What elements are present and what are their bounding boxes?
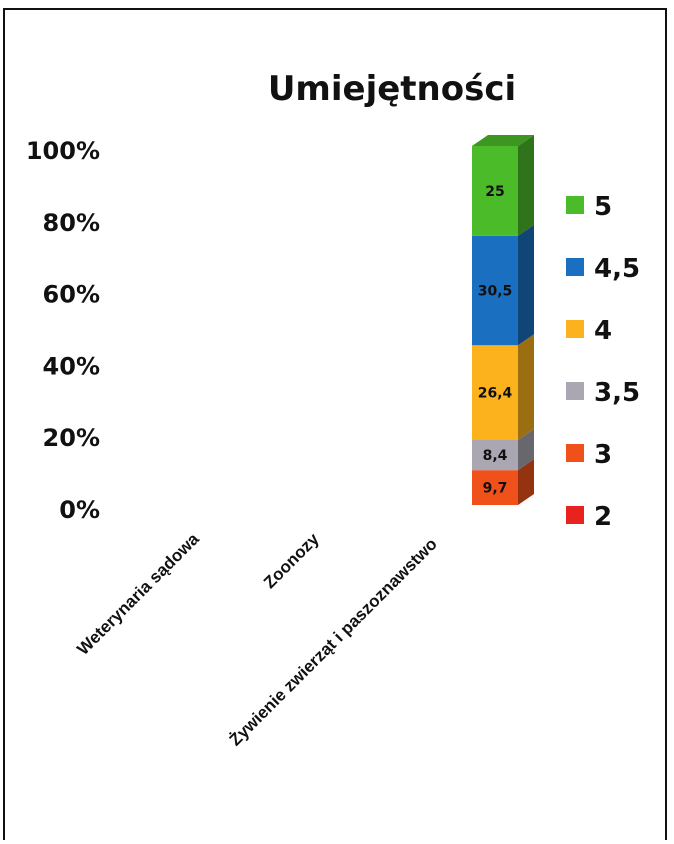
legend-label: 2 xyxy=(594,502,612,532)
data-label: 26,4 xyxy=(478,386,513,402)
data-label: 9,7 xyxy=(483,481,508,497)
data-label: 8,4 xyxy=(483,448,508,464)
y-tick-label: 0% xyxy=(59,496,100,524)
data-label: 25 xyxy=(485,184,504,200)
x-tick-label: Żywienie zwierząt i paszoznawstwo xyxy=(226,534,441,749)
bar-segment-3-5 xyxy=(472,440,518,471)
x-tick-label: Weterynaria sądowa xyxy=(73,529,203,659)
y-tick-label: 60% xyxy=(43,281,100,309)
y-tick-label: 20% xyxy=(43,424,100,452)
y-tick-label: 40% xyxy=(43,352,100,380)
legend-label: 5 xyxy=(594,192,612,222)
bar-segment-side-4 xyxy=(518,334,534,441)
legend-label: 3 xyxy=(594,440,612,470)
legend-swatch xyxy=(566,506,584,524)
bar-segments: 9,7 8,4 26,4 30,5 25 xyxy=(472,135,534,505)
bar-segment-side-5 xyxy=(518,135,534,236)
legend-swatch xyxy=(566,320,584,338)
y-axis-ticks: 0% 20% 40% 60% 80% 100% xyxy=(26,137,100,524)
legend-label: 4,5 xyxy=(594,254,640,284)
bar-segment-side-3 xyxy=(518,459,534,505)
legend-label: 4 xyxy=(594,316,612,346)
bar-top-face xyxy=(472,135,534,146)
x-tick-label: Zoonozy xyxy=(260,529,323,592)
legend-swatch xyxy=(566,258,584,276)
bar-segment-side-4-5 xyxy=(518,224,534,346)
bar-segment-3 xyxy=(472,470,518,505)
legend-label: 3,5 xyxy=(594,378,640,408)
bar-segment-4-5 xyxy=(472,235,518,346)
y-tick-label: 100% xyxy=(26,137,100,165)
chart-frame xyxy=(3,8,667,840)
y-tick-label: 80% xyxy=(43,209,100,237)
legend-swatch xyxy=(566,444,584,462)
chart-title: Umiejętności xyxy=(268,69,516,109)
data-label: 30,5 xyxy=(478,283,513,299)
legend-swatch xyxy=(566,382,584,400)
legend: 5 4,5 4 3,5 3 2 xyxy=(566,192,640,532)
legend-swatch xyxy=(566,196,584,214)
bar-segment-5 xyxy=(472,146,518,236)
bar-segment-4 xyxy=(472,345,518,441)
bar-segment-side-3-5 xyxy=(518,429,534,471)
